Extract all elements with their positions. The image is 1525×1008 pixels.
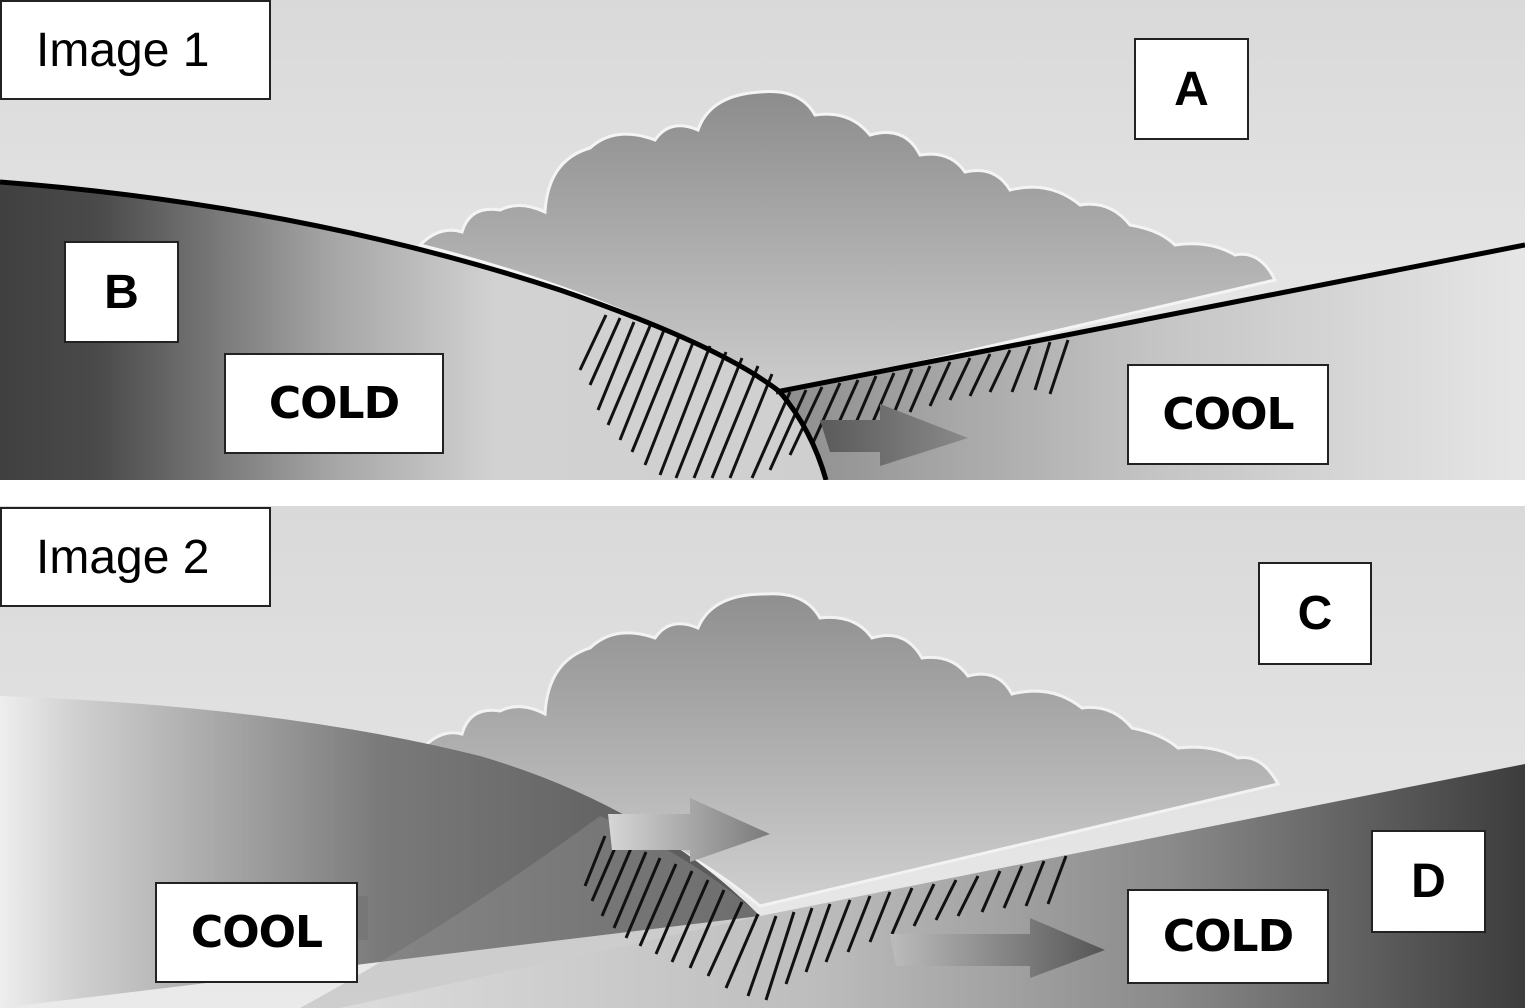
image2-marker: [358, 896, 368, 940]
image1-title: Image 1: [0, 0, 271, 100]
image2-left-air-label: COOL: [155, 882, 358, 983]
image2-lifted-air: [300, 816, 760, 1008]
image1-left-air-label: COLD: [224, 353, 444, 454]
image2-upper-airflow-arrow: [608, 798, 770, 862]
image2-rain: [583, 835, 1068, 1001]
image2-cloud: [417, 592, 1281, 908]
image1-cold-front-boundary: [0, 179, 829, 480]
label-a: A: [1134, 38, 1249, 140]
image1-cold-air-mass: [0, 182, 826, 480]
image2-right-air-label: COLD: [1127, 889, 1329, 984]
image1-cloud: [417, 89, 1278, 397]
image1-cool-air-mass: [776, 245, 1525, 480]
image2-front-direction-arrow: [890, 918, 1105, 978]
label-b: B: [64, 241, 179, 343]
image2-title: Image 2: [0, 507, 271, 607]
image1-panel: Image 1 A B COLD COOL: [0, 0, 1525, 480]
image1-warm-front-boundary: [775, 242, 1525, 395]
image1-right-air-label: COOL: [1127, 364, 1329, 465]
label-c: C: [1258, 562, 1372, 665]
image1-front-direction-arrow: [820, 404, 968, 466]
image2-panel: Image 2 C D COOL COLD: [0, 506, 1525, 1008]
label-d: D: [1371, 830, 1486, 933]
